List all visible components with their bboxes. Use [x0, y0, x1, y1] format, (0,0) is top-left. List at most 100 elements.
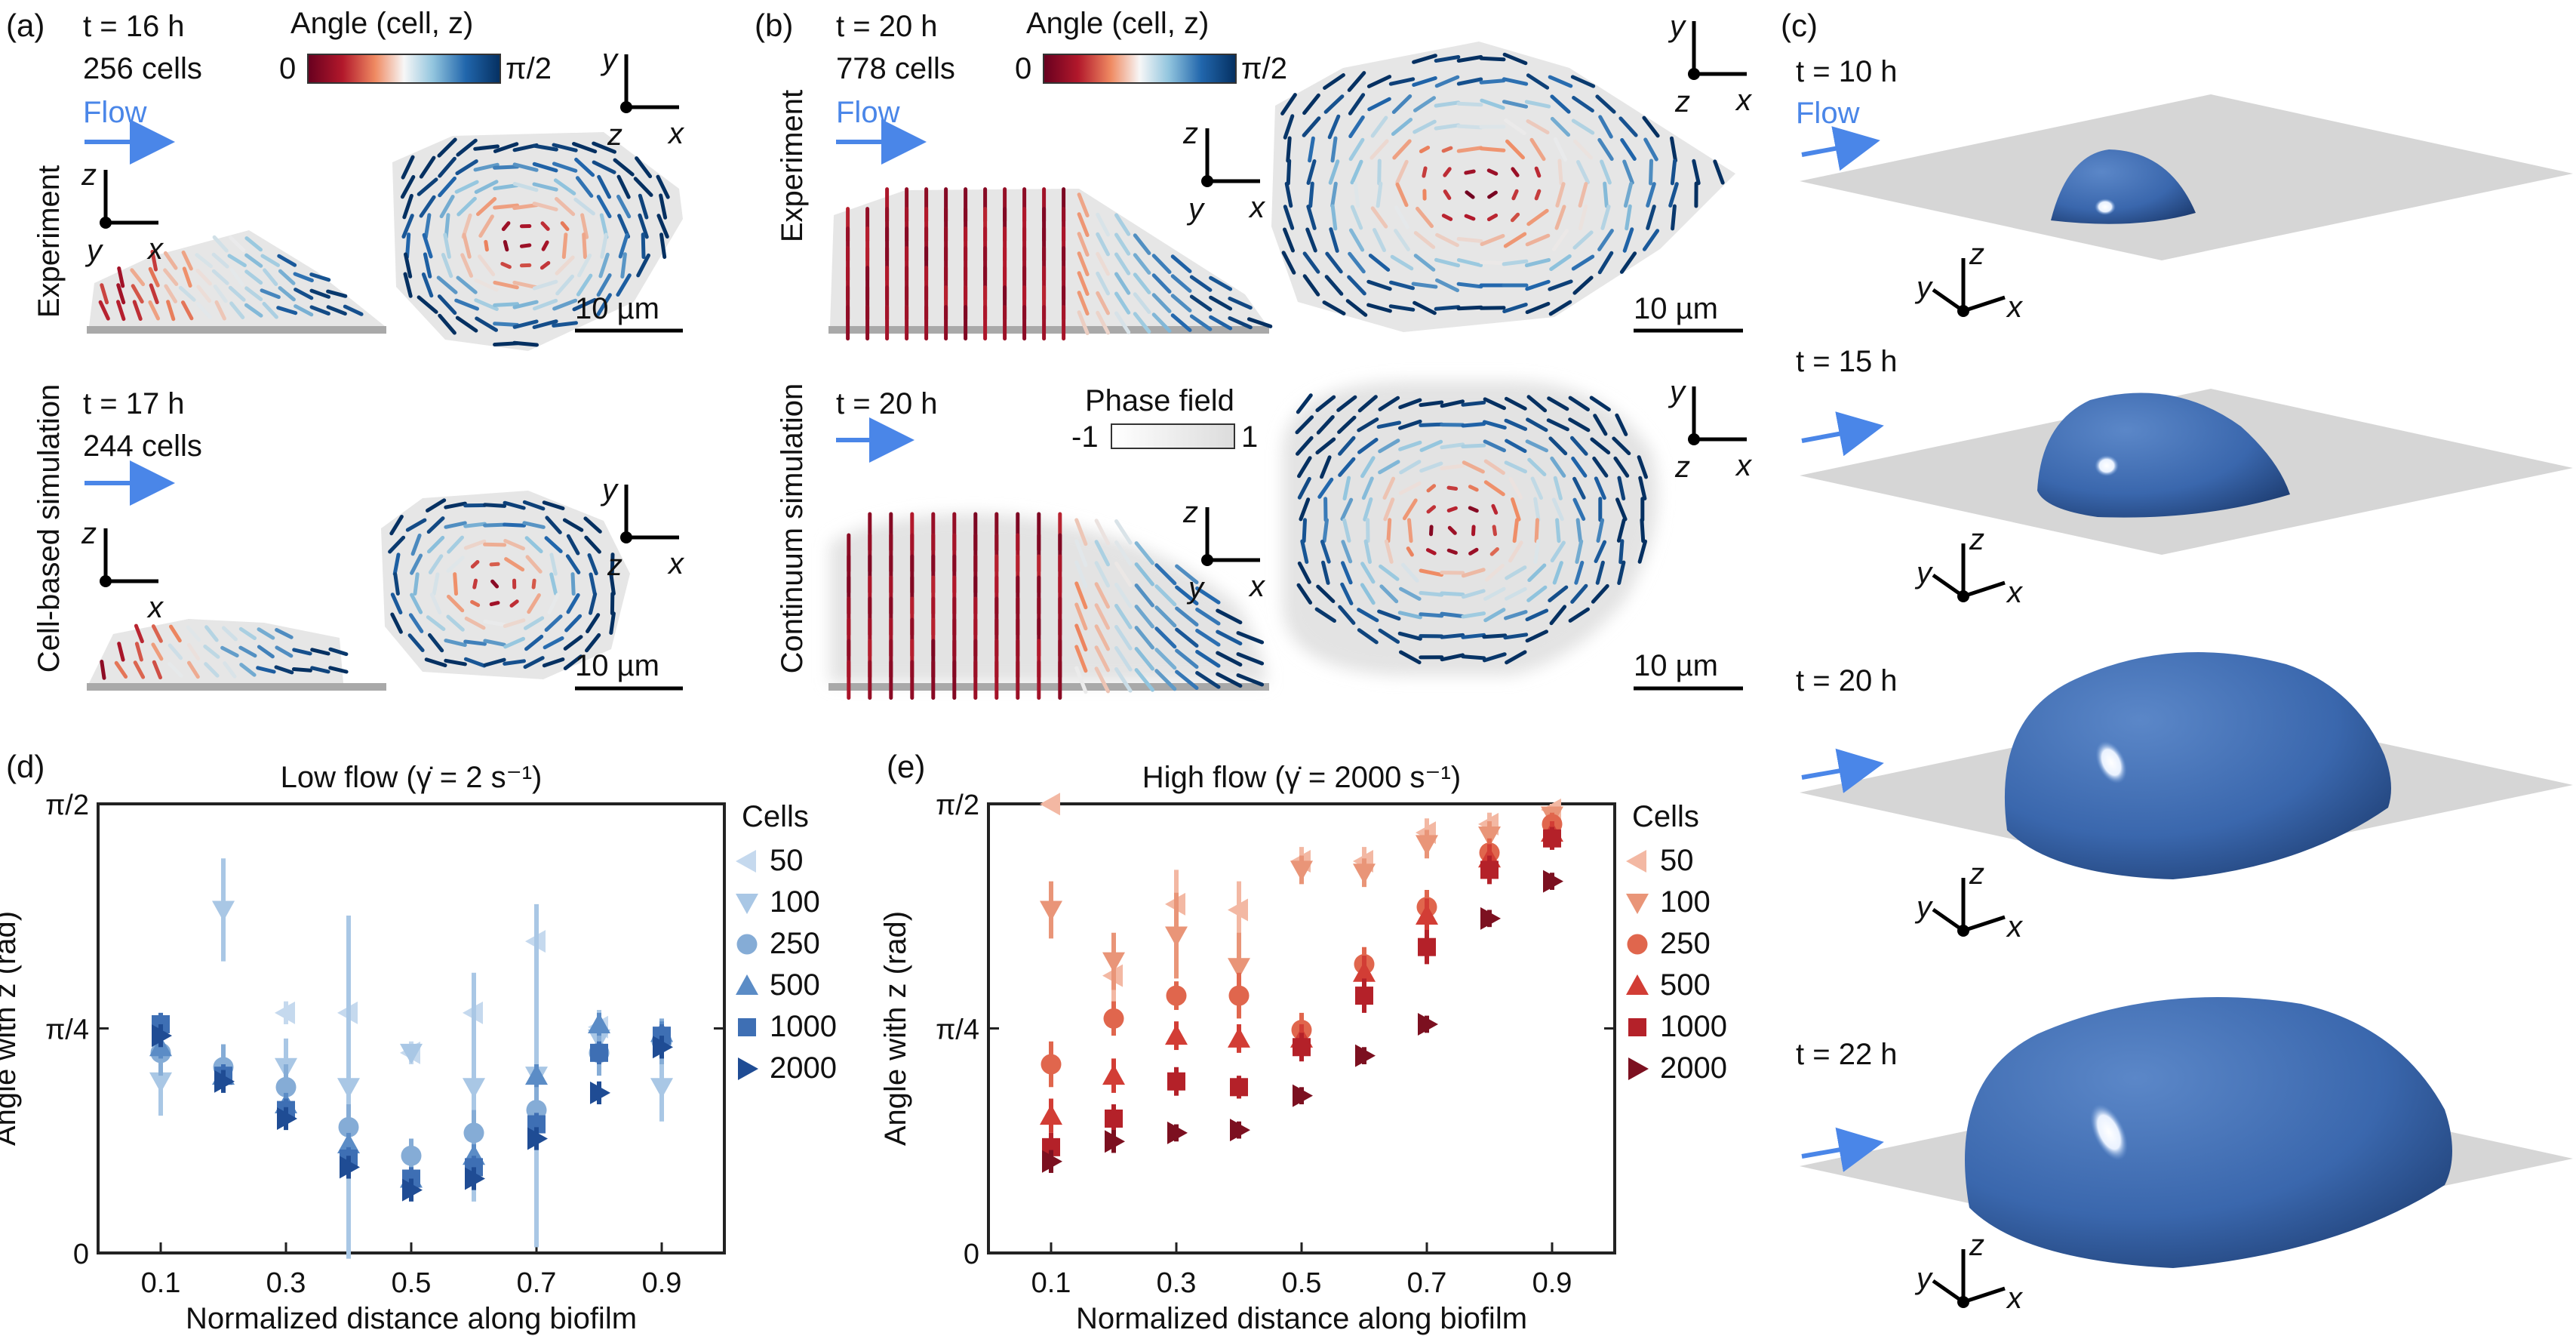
- cell-glyph: [1425, 548, 1437, 556]
- cell-glyph: [309, 305, 330, 316]
- cell-glyph: [1576, 160, 1590, 184]
- cell-glyph: [1386, 518, 1392, 543]
- triad-right-label: x: [146, 591, 164, 624]
- b-flow-label: Flow: [836, 96, 900, 129]
- cell-glyph: [478, 254, 496, 276]
- cell-glyph: [512, 203, 539, 211]
- cell-glyph: [447, 535, 464, 554]
- cell-glyph: [166, 300, 176, 322]
- cell-glyph: [1377, 159, 1382, 186]
- cell-glyph: [1315, 437, 1336, 455]
- cell-glyph: [1434, 55, 1461, 63]
- cell-glyph: [310, 648, 330, 656]
- cell-glyph: [1571, 119, 1595, 135]
- legend-entry: 100: [1660, 885, 1711, 919]
- cell-glyph: [1461, 654, 1486, 660]
- data-point: [400, 1043, 423, 1064]
- cell-glyph: [1549, 254, 1572, 272]
- cell-glyph: [1216, 672, 1243, 688]
- cell-glyph: [309, 288, 330, 299]
- cell-glyph: [1483, 608, 1506, 623]
- cell-glyph: [423, 213, 432, 239]
- svg-text:x: x: [2006, 576, 2024, 609]
- cell-glyph: [1440, 591, 1465, 597]
- x-tick-label: 0.5: [392, 1267, 432, 1299]
- cell-glyph: [1390, 254, 1414, 271]
- x-tick-label: 0.3: [266, 1267, 306, 1299]
- cell-glyph: [1446, 506, 1458, 513]
- cell-glyph: [527, 593, 541, 614]
- cell-glyph: [1570, 436, 1588, 456]
- cell-glyph: [1572, 497, 1586, 521]
- cell-glyph: [1094, 624, 1110, 651]
- data-point: [590, 1043, 608, 1062]
- cell-glyph: [1209, 315, 1233, 331]
- cell-glyph: [1175, 564, 1199, 584]
- data-point: [1228, 985, 1250, 1006]
- axis-triad-3d: xz y: [1914, 857, 2024, 944]
- cell-glyph: [1154, 648, 1177, 670]
- cell-glyph: [1575, 539, 1584, 564]
- cell-glyph: [1637, 539, 1647, 564]
- cell-glyph: [244, 269, 263, 285]
- cell-glyph: [413, 572, 420, 596]
- axis-triad: x y z: [1668, 10, 1753, 119]
- cell-glyph: [1646, 205, 1656, 230]
- cell-glyph: [181, 300, 194, 321]
- cell-glyph: [1077, 291, 1090, 316]
- a-exp-cells: 256 cells: [83, 52, 202, 85]
- cell-glyph: [1296, 436, 1314, 456]
- cell-glyph: [1479, 146, 1506, 152]
- cell-glyph: [203, 645, 220, 659]
- data-point: [1543, 829, 1561, 848]
- cell-glyph: [1376, 420, 1401, 429]
- cell-glyph: [1378, 628, 1400, 644]
- cell-glyph: [244, 303, 263, 318]
- triad-right-label: x: [146, 232, 164, 266]
- cell-glyph: [1378, 396, 1400, 411]
- c-flow-arrow-3: [1801, 1127, 1884, 1172]
- cell-glyph: [1456, 305, 1483, 311]
- cell-glyph: [1551, 229, 1569, 251]
- cell-glyph: [493, 322, 520, 327]
- cell-glyph: [1170, 294, 1192, 312]
- cell-glyph: [1361, 476, 1374, 500]
- cell-glyph: [278, 286, 296, 302]
- cell-glyph: [417, 295, 438, 314]
- b-row-experiment: Experiment: [776, 90, 809, 242]
- cell-glyph: [277, 254, 297, 267]
- cell-glyph: [260, 288, 281, 300]
- cell-glyph: [476, 197, 497, 217]
- triad-up-label: y: [1668, 375, 1687, 408]
- cell-glyph: [589, 592, 598, 615]
- cell-glyph: [1347, 275, 1366, 296]
- cell-glyph: [580, 213, 589, 239]
- triad-center-label: y: [85, 234, 104, 267]
- cell-glyph: [1151, 312, 1172, 333]
- cell-glyph: [616, 194, 632, 219]
- cell-glyph: [1406, 546, 1414, 557]
- cell-glyph: [1568, 607, 1590, 623]
- cell-glyph: [1094, 582, 1110, 609]
- cell-glyph: [326, 305, 347, 316]
- cell-glyph: [500, 262, 512, 269]
- data-point: [275, 1076, 297, 1097]
- cell-glyph: [148, 266, 160, 288]
- data-point: [212, 900, 235, 922]
- cell-glyph: [1548, 300, 1572, 316]
- cell-glyph: [1363, 497, 1373, 522]
- cell-glyph: [1348, 115, 1365, 138]
- data-point: [152, 1024, 172, 1048]
- data-point: [1105, 1130, 1125, 1153]
- cell-glyph: [437, 137, 457, 158]
- cell-glyph: [1379, 564, 1400, 581]
- cell-glyph: [503, 240, 509, 252]
- cell-glyph: [328, 666, 349, 674]
- cell-glyph: [1094, 561, 1110, 588]
- cell-glyph: [1483, 480, 1505, 497]
- cell-glyph: [562, 518, 584, 532]
- cell-glyph: [1074, 666, 1088, 694]
- a-row-simulation: Cell-based simulation: [32, 384, 66, 673]
- data-point: [1478, 826, 1501, 847]
- cell-glyph: [257, 627, 275, 640]
